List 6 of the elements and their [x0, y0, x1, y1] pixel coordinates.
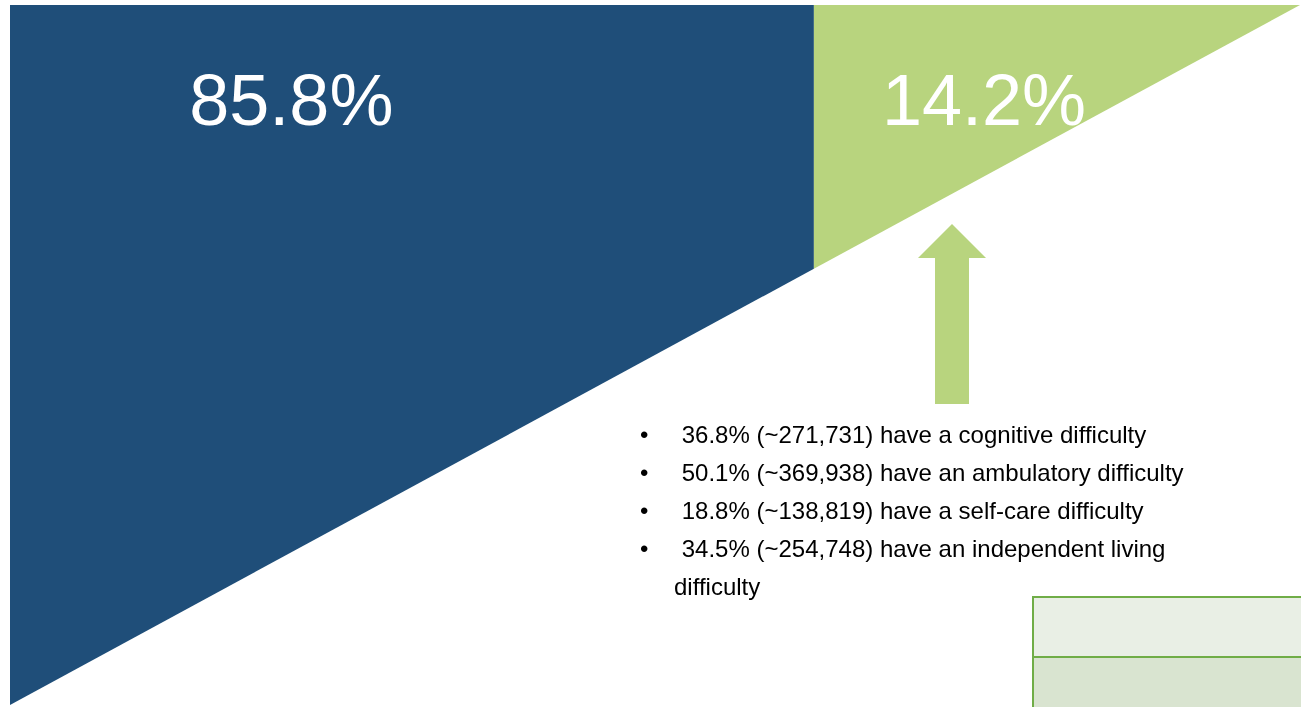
- data-label: 14.2%: [881, 60, 1087, 140]
- text: • 36.8% (~271,731) have a cognitive difficulty: [640, 420, 1148, 450]
- text: • 50.1% (~369,938) have an ambulatory difficulty: [640, 458, 1185, 488]
- text: • 18.8% (~138,819) have a self-care difficulty: [640, 496, 1145, 526]
- data-label: 85.8%: [189, 60, 394, 140]
- text: • 34.5% (~254,748) have an independent living difficulty: [640, 534, 1167, 602]
